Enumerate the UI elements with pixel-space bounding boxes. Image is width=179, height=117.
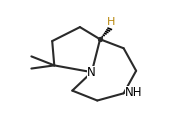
Text: NH: NH bbox=[125, 86, 143, 99]
Text: N: N bbox=[87, 66, 96, 79]
Text: H: H bbox=[107, 17, 115, 27]
